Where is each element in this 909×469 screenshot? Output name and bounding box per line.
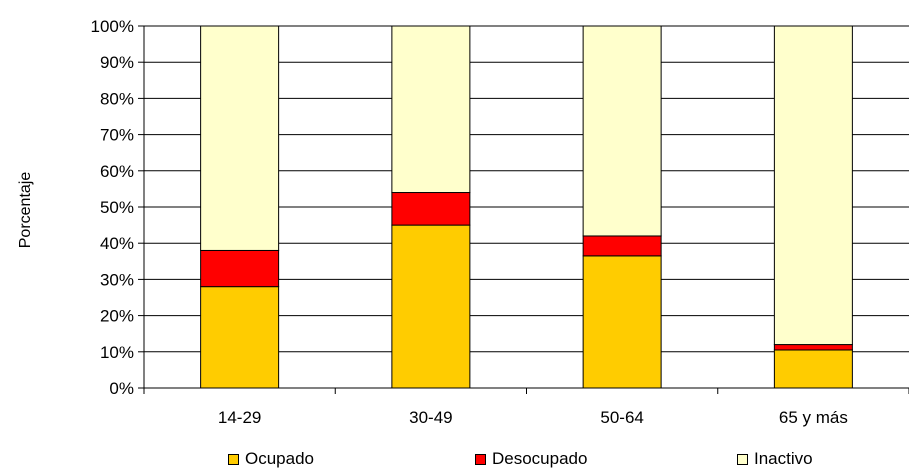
y-axis-title: Porcentaje xyxy=(17,171,34,249)
bar-inactivo-3 xyxy=(582,25,662,237)
legend-label: Inactivo xyxy=(754,449,813,468)
y-tick-label: 80% xyxy=(100,89,134,108)
legend-swatch xyxy=(475,453,486,465)
x-tick-labels: 14-29 30-49 50-64 65 y más xyxy=(218,408,848,427)
bar-ocupado-4 xyxy=(773,349,853,389)
bar-desocupado-2 xyxy=(391,192,471,226)
y-tick-label: 60% xyxy=(100,162,134,181)
y-tick-label: 100% xyxy=(91,17,134,36)
legend-item-inactivo: Inactivo xyxy=(737,449,813,469)
bar-ocupado-2 xyxy=(391,224,471,389)
axes xyxy=(143,26,909,394)
y-tick-label: 0% xyxy=(109,379,134,398)
legend-label: Ocupado xyxy=(245,449,314,468)
y-tick-label: 40% xyxy=(100,234,134,253)
legend-swatch xyxy=(228,453,239,465)
y-axis-title-wrap: Porcentaje xyxy=(16,172,36,249)
y-tick-labels: 0% 10% 20% 30% 40% 50% 60% 70% 80% 90% 100% xyxy=(91,17,134,398)
stacked-bar-chart: 0% 10% 20% 30% 40% 50% 60% 70% 80% 90% 100% 14-29 3… xyxy=(91,17,909,427)
y-tick-label: 20% xyxy=(100,307,134,326)
bars xyxy=(200,25,853,389)
y-tick-label: 10% xyxy=(100,343,134,362)
bar-desocupado-4 xyxy=(773,344,853,351)
bar-ocupado-3 xyxy=(582,255,662,389)
legend-item-ocupado: Ocupado xyxy=(228,449,314,469)
bar-inactivo-4 xyxy=(773,25,853,346)
x-tick-label: 50-64 xyxy=(600,408,643,427)
bar-inactivo-2 xyxy=(391,25,471,194)
legend: Ocupado Desocupado Inactivo xyxy=(0,449,909,469)
y-tick-label: 50% xyxy=(100,198,134,217)
bar-desocupado-3 xyxy=(582,235,662,257)
y-tick-label: 90% xyxy=(100,53,134,72)
bar-ocupado-1 xyxy=(200,286,280,389)
legend-label: Desocupado xyxy=(492,449,588,468)
legend-swatch xyxy=(737,453,748,465)
bar-inactivo-1 xyxy=(200,25,280,251)
bar-desocupado-1 xyxy=(200,249,280,288)
y-tick-label: 70% xyxy=(100,126,134,145)
legend-item-desocupado: Desocupado xyxy=(475,449,587,469)
x-tick-label: 30-49 xyxy=(409,408,452,427)
x-tick-label: 65 y más xyxy=(779,408,848,427)
x-tick-label: 14-29 xyxy=(218,408,261,427)
y-tick-label: 30% xyxy=(100,270,134,289)
